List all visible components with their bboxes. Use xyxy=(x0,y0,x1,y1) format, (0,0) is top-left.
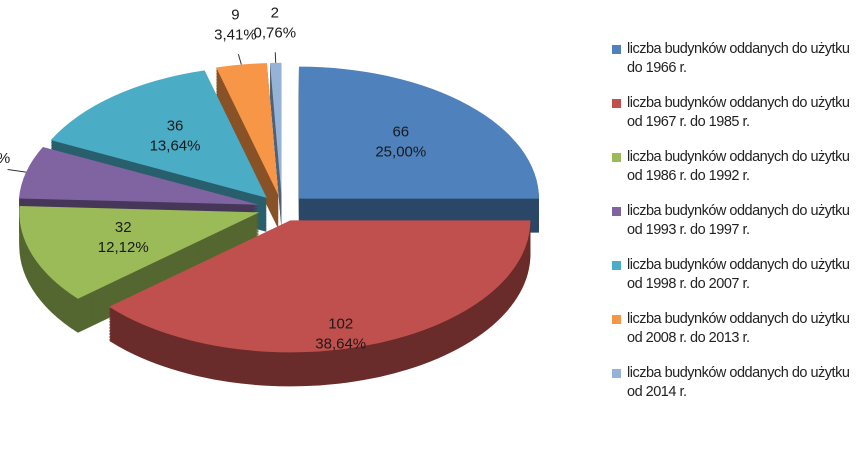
slice xyxy=(50,70,267,198)
data-label: 36 xyxy=(167,118,184,135)
slice xyxy=(19,147,259,205)
legend-label: liczba budynków oddanych do użytku od 19… xyxy=(627,149,850,184)
legend-swatch xyxy=(612,315,621,324)
data-label: 32 xyxy=(115,219,132,236)
percent-label: 38,64% xyxy=(315,336,366,353)
legend-item: liczba budynków oddanych do użytku od 19… xyxy=(612,148,862,202)
legend-label: liczba budynków oddanych do użytku od 20… xyxy=(627,311,850,346)
percent-label: 12,12% xyxy=(98,239,149,256)
percent-label: 25,00% xyxy=(375,144,426,161)
percent-label: 3,41% xyxy=(214,27,257,44)
slice xyxy=(109,220,531,353)
legend-label: liczba budynków oddanych do użytku od 19… xyxy=(627,95,850,130)
legend-swatch xyxy=(612,369,621,378)
percent-label: 13,64% xyxy=(150,138,201,155)
legend-label: liczba budynków oddanych do użytku od 20… xyxy=(627,365,850,400)
legend-label: liczba budynków oddanych do użytku od 19… xyxy=(627,203,850,238)
legend-swatch xyxy=(612,153,621,162)
legend-label: liczba budynków oddanych do użytku do 19… xyxy=(627,41,850,76)
percent-label: 0,76% xyxy=(254,25,297,42)
legend-swatch xyxy=(612,207,621,216)
slice xyxy=(298,66,539,199)
pie-plot: 6625,00%10238,64%3212,12%176,44%3613,64%… xyxy=(0,5,539,387)
legend-swatch xyxy=(612,261,621,270)
legend-item: liczba budynków oddanych do użytku od 20… xyxy=(612,310,862,364)
legend-swatch xyxy=(612,99,621,108)
legend-item: liczba budynków oddanych do użytku od 19… xyxy=(612,256,862,310)
leader-line xyxy=(237,53,242,65)
percent-label: 6,44% xyxy=(0,150,10,167)
data-label: 2 xyxy=(271,5,279,22)
leader-line xyxy=(7,168,27,173)
legend-item: liczba budynków oddanych do użytku od 19… xyxy=(612,202,862,256)
legend-item: liczba budynków oddanych do użytku do 19… xyxy=(612,40,862,94)
legend-item: liczba budynków oddanych do użytku od 19… xyxy=(612,94,862,148)
legend-item: liczba budynków oddanych do użytku od 20… xyxy=(612,364,862,418)
legend-swatch xyxy=(612,45,621,54)
slice xyxy=(270,62,282,195)
legend-label: liczba budynków oddanych do użytku od 19… xyxy=(627,257,850,292)
data-label: 66 xyxy=(392,124,409,141)
data-label: 102 xyxy=(328,316,353,333)
slice xyxy=(216,63,279,195)
legend: liczba budynków oddanych do użytku do 19… xyxy=(612,40,862,418)
data-label: 9 xyxy=(231,7,239,24)
slice xyxy=(19,206,260,299)
